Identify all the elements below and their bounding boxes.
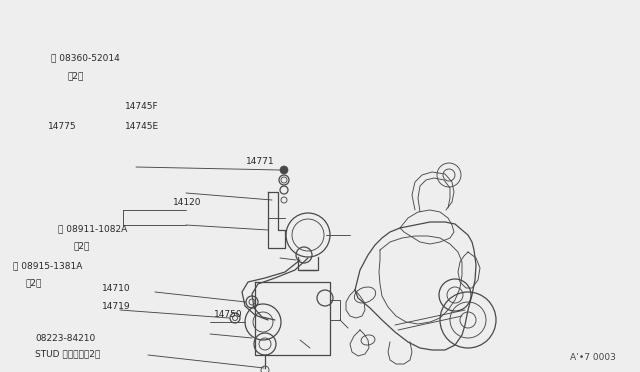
Text: 14710: 14710 <box>102 284 131 293</box>
Text: 14771: 14771 <box>246 157 275 166</box>
Text: 14745F: 14745F <box>125 102 159 110</box>
Text: Ⓢ 08360-52014: Ⓢ 08360-52014 <box>51 53 120 62</box>
Text: Ⓝ 08911-1082A: Ⓝ 08911-1082A <box>58 224 127 233</box>
Text: ⓔ 08915-1381A: ⓔ 08915-1381A <box>13 262 82 270</box>
Text: （2）: （2） <box>67 72 84 81</box>
Text: STUD スタッド（2）: STUD スタッド（2） <box>35 349 100 358</box>
Text: 14745E: 14745E <box>125 122 159 131</box>
Text: （2）: （2） <box>74 241 90 250</box>
Text: A’•7 0003: A’•7 0003 <box>570 353 616 362</box>
Text: 08223-84210: 08223-84210 <box>35 334 95 343</box>
Text: 14719: 14719 <box>102 302 131 311</box>
Text: 14775: 14775 <box>48 122 77 131</box>
Text: 14120: 14120 <box>173 198 202 207</box>
Text: 14750: 14750 <box>214 310 243 319</box>
Text: （2）: （2） <box>26 278 42 287</box>
Circle shape <box>280 166 288 174</box>
